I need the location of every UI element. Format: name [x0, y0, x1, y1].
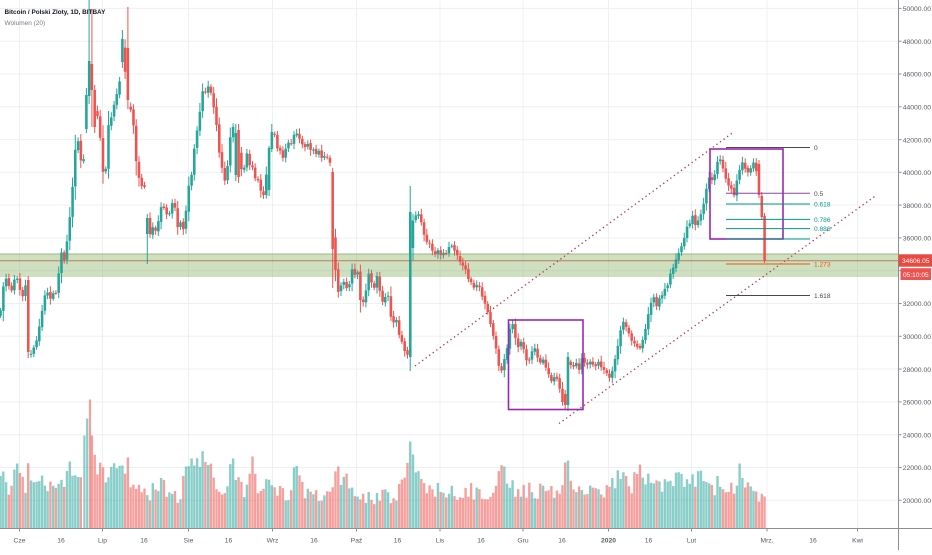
svg-text:16: 16: [558, 538, 566, 545]
svg-text:0: 0: [814, 145, 818, 152]
svg-text:36000.00: 36000.00: [903, 236, 932, 243]
svg-text:2020: 2020: [601, 538, 616, 545]
svg-text:Sie: Sie: [184, 538, 194, 545]
svg-text:16: 16: [809, 538, 817, 545]
svg-text:26000.00: 26000.00: [903, 400, 932, 407]
svg-text:16: 16: [477, 538, 485, 545]
svg-text:16: 16: [140, 538, 148, 545]
svg-text:16: 16: [394, 538, 402, 545]
svg-text:20000.00: 20000.00: [903, 498, 932, 505]
svg-text:46000.00: 46000.00: [903, 72, 932, 79]
svg-text:Lut: Lut: [687, 538, 696, 545]
svg-text:28000.00: 28000.00: [903, 367, 932, 374]
svg-text:38000.00: 38000.00: [903, 203, 932, 210]
svg-text:40000.00: 40000.00: [903, 170, 932, 177]
svg-text:Kwi: Kwi: [852, 538, 863, 545]
svg-text:16: 16: [225, 538, 233, 545]
svg-text:50000.00: 50000.00: [903, 6, 932, 13]
svg-text:16: 16: [57, 538, 65, 545]
svg-text:34606.05: 34606.05: [902, 258, 930, 265]
svg-text:16: 16: [310, 538, 318, 545]
svg-text:Lip: Lip: [98, 538, 107, 545]
svg-text:0.5: 0.5: [814, 191, 823, 198]
svg-text:24000.00: 24000.00: [903, 432, 932, 439]
svg-text:Paź: Paź: [351, 538, 363, 545]
svg-text:32000.00: 32000.00: [903, 301, 932, 308]
svg-text:0.786: 0.786: [814, 217, 831, 224]
svg-text:Gru: Gru: [517, 538, 528, 545]
svg-text:Mrz.: Mrz.: [761, 538, 774, 545]
svg-text:1.618: 1.618: [814, 293, 831, 300]
svg-text:Wolumen (20): Wolumen (20): [5, 20, 46, 27]
svg-text:42000.00: 42000.00: [903, 137, 932, 144]
svg-text:Cze: Cze: [14, 538, 26, 545]
svg-text:1.273: 1.273: [814, 262, 831, 269]
svg-text:30000.00: 30000.00: [903, 334, 932, 341]
svg-text:22000.00: 22000.00: [903, 465, 932, 472]
svg-text:44000.00: 44000.00: [903, 105, 932, 112]
svg-text:Wrz: Wrz: [267, 538, 279, 545]
svg-text:0.618: 0.618: [814, 202, 831, 209]
svg-text:Lis: Lis: [436, 538, 445, 545]
svg-text:Bitcoin / Polski Zloty, 1D, BI: Bitcoin / Polski Zloty, 1D, BITBAY: [5, 9, 107, 16]
svg-text:0.886: 0.886: [814, 226, 831, 233]
svg-text:48000.00: 48000.00: [903, 39, 932, 46]
svg-text:16: 16: [645, 538, 653, 545]
svg-text:05:10:05: 05:10:05: [903, 272, 929, 279]
